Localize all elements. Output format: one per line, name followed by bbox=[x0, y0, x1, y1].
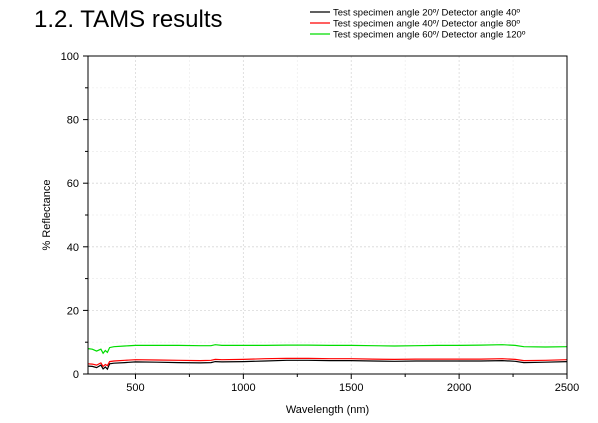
legend-label-1: Test specimen angle 20º/ Detector angle … bbox=[333, 8, 521, 19]
x-tick-label: 2500 bbox=[555, 382, 579, 394]
x-axis-label: Wavelength (nm) bbox=[286, 404, 369, 416]
plot-series bbox=[87, 344, 568, 371]
page-title: 1.2. TAMS results bbox=[34, 6, 223, 33]
y-tick-label: 20 bbox=[67, 305, 79, 317]
axis-ticks: 500 1000 1500 2000 2500 0 20 40 60 80 100 bbox=[61, 51, 580, 394]
y-tick-label: 40 bbox=[67, 242, 79, 254]
x-tick-label: 1500 bbox=[339, 382, 363, 394]
y-tick-label: 60 bbox=[67, 178, 79, 190]
y-tick-label: 100 bbox=[61, 51, 79, 63]
series-line-3 bbox=[87, 344, 568, 355]
x-tick-label: 500 bbox=[126, 382, 144, 394]
x-tick-label: 2000 bbox=[447, 382, 471, 394]
y-axis-label: % Reflectance bbox=[41, 180, 53, 251]
series-line-2 bbox=[87, 357, 568, 368]
grid-lines bbox=[88, 56, 567, 374]
legend-label-3: Test specimen angle 60º/ Detector angle … bbox=[333, 30, 526, 41]
legend-label-2: Test specimen angle 40º/ Detector angle … bbox=[333, 19, 521, 30]
series-line-1 bbox=[87, 359, 568, 371]
plot-frame bbox=[87, 55, 568, 375]
legend: Test specimen angle 20º/ Detector angle … bbox=[310, 8, 526, 41]
y-tick-label: 0 bbox=[73, 369, 79, 381]
y-tick-label: 80 bbox=[67, 115, 79, 127]
x-tick-label: 1000 bbox=[231, 382, 255, 394]
